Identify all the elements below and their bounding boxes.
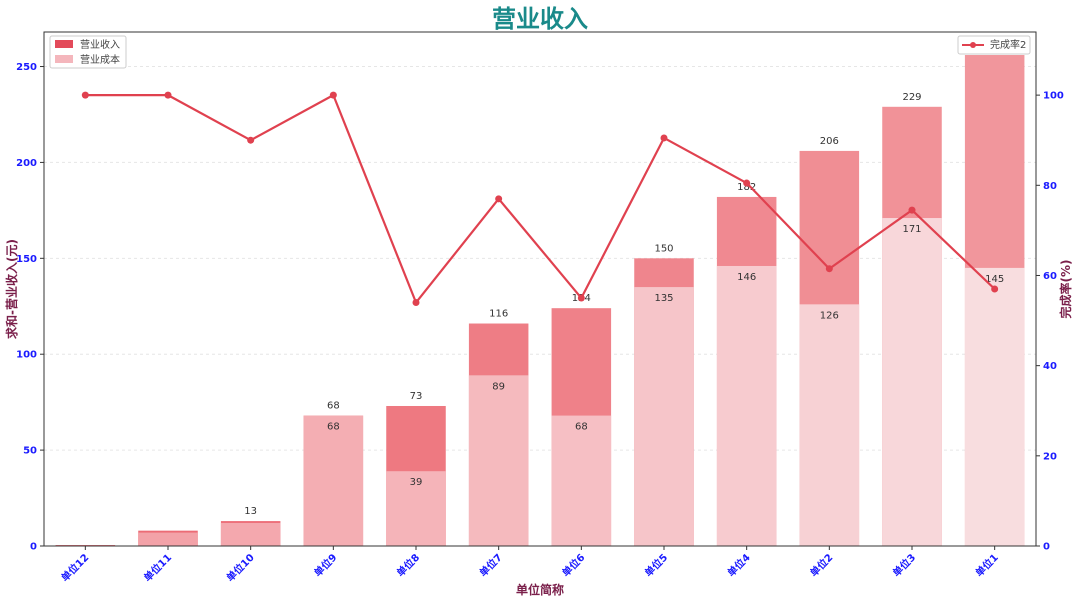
revenue-value-label: 116 (489, 309, 508, 320)
x-tick-label: 单位3 (890, 551, 918, 579)
y2-tick-label: 100 (1043, 91, 1064, 102)
completion-rate-point (825, 265, 833, 273)
completion-rate-point (247, 136, 255, 144)
left-axis-ticks: 0 50 100 150 200 250 (16, 62, 44, 553)
revenue-value-label: 182 (737, 182, 756, 193)
x-tick-label: 单位4 (725, 551, 753, 579)
completion-rate-point (329, 91, 337, 99)
completion-rate-point (743, 179, 751, 187)
cost-value-label: 171 (902, 224, 921, 235)
cost-value-label: 146 (737, 272, 756, 283)
cost-bar (964, 267, 1025, 546)
legend-swatch-cost (55, 55, 73, 63)
legend-swatch-revenue (55, 40, 73, 48)
y2-tick-label: 40 (1043, 361, 1057, 372)
x-tick-label: 单位1 (973, 551, 1001, 579)
right-axis-ticks: 0 20 40 60 80 100 (1036, 91, 1064, 553)
completion-rate-point (577, 294, 585, 302)
legend-right-box (957, 35, 1031, 55)
x-tick-label: 单位11 (141, 551, 174, 584)
y-tick-label: 250 (16, 62, 37, 73)
cost-bar (220, 522, 281, 546)
revenue-value-label: 150 (654, 243, 673, 254)
x-tick-label: 单位6 (559, 551, 587, 579)
x-tick-label: 单位2 (807, 551, 835, 579)
x-tick-label: 单位8 (394, 551, 422, 579)
completion-rate-point (991, 285, 999, 293)
cost-bar (138, 532, 198, 546)
cost-bar (468, 375, 529, 546)
completion-rate-point (81, 91, 89, 99)
legend-line-marker (970, 42, 976, 48)
plot-frame (43, 31, 1037, 547)
cost-bar (386, 471, 446, 546)
x-tick-label: 单位5 (642, 551, 670, 579)
x-tick-label: 单位7 (477, 551, 505, 579)
cost-value-label: 68 (575, 422, 588, 433)
y-tick-label: 50 (23, 446, 37, 457)
revenue-value-label: 68 (327, 401, 340, 412)
revenue-value-label: 206 (820, 136, 839, 147)
cost-bar (634, 287, 694, 546)
cost-value-label: 39 (410, 477, 423, 488)
y2-tick-label: 80 (1043, 181, 1057, 192)
revenue-value-label: 13 (244, 506, 257, 517)
completion-rate-point (164, 91, 172, 99)
completion-rate-polyline (85, 94, 996, 304)
y2-tick-label: 0 (1043, 542, 1050, 553)
legend-right: 完成率2 (957, 35, 1031, 55)
revenue-bars (55, 55, 1025, 547)
y2-tick-label: 60 (1043, 271, 1057, 282)
completion-rate-point (660, 134, 668, 142)
completion-rate-point (412, 299, 420, 307)
cost-value-label: 126 (820, 310, 839, 321)
x-tick-label: 单位10 (224, 551, 257, 584)
cost-value-label: 89 (492, 381, 505, 392)
y-tick-label: 0 (30, 542, 37, 553)
completion-rate-point (495, 195, 503, 203)
x-axis-title: 单位简称 (516, 582, 564, 597)
cost-bar (303, 415, 364, 546)
cost-value-label: 135 (654, 293, 673, 304)
cost-value-label: 145 (985, 274, 1004, 285)
cost-bars (55, 218, 1025, 547)
cost-bar (551, 415, 612, 546)
cost-bar (716, 265, 777, 546)
x-tick-label: 单位9 (311, 551, 339, 579)
cost-bar (799, 304, 860, 546)
y-tick-label: 150 (16, 254, 37, 265)
chart-title: 营业收入 (492, 5, 588, 33)
revenue-value-label: 73 (410, 391, 423, 402)
y-tick-label: 100 (16, 350, 37, 361)
y2-tick-label: 20 (1043, 451, 1057, 462)
x-tick-label: 单位12 (58, 551, 91, 584)
completion-rate-line (81, 91, 999, 307)
legend-label-revenue: 营业收入 (80, 38, 120, 51)
completion-rate-point (908, 206, 916, 214)
legend-label-cost: 营业成本 (80, 53, 120, 66)
x-axis-ticks: 单位12 单位11 单位10 单位9 单位8 单位7 单位6 单位5 单位4 单位2 单位3 单位1 (58, 546, 1001, 584)
cost-bar (882, 218, 942, 547)
y2-axis-title: 完成率(%) (1058, 260, 1073, 319)
y-axis-title: 求和-营业收入(元) (4, 239, 19, 339)
cost-value-label: 68 (327, 422, 340, 433)
y-tick-label: 200 (16, 158, 37, 169)
legend-label-rate: 完成率2 (990, 38, 1026, 51)
revenue-value-label: 229 (902, 92, 921, 103)
legend-left: 营业收入 营业成本 (49, 35, 127, 69)
